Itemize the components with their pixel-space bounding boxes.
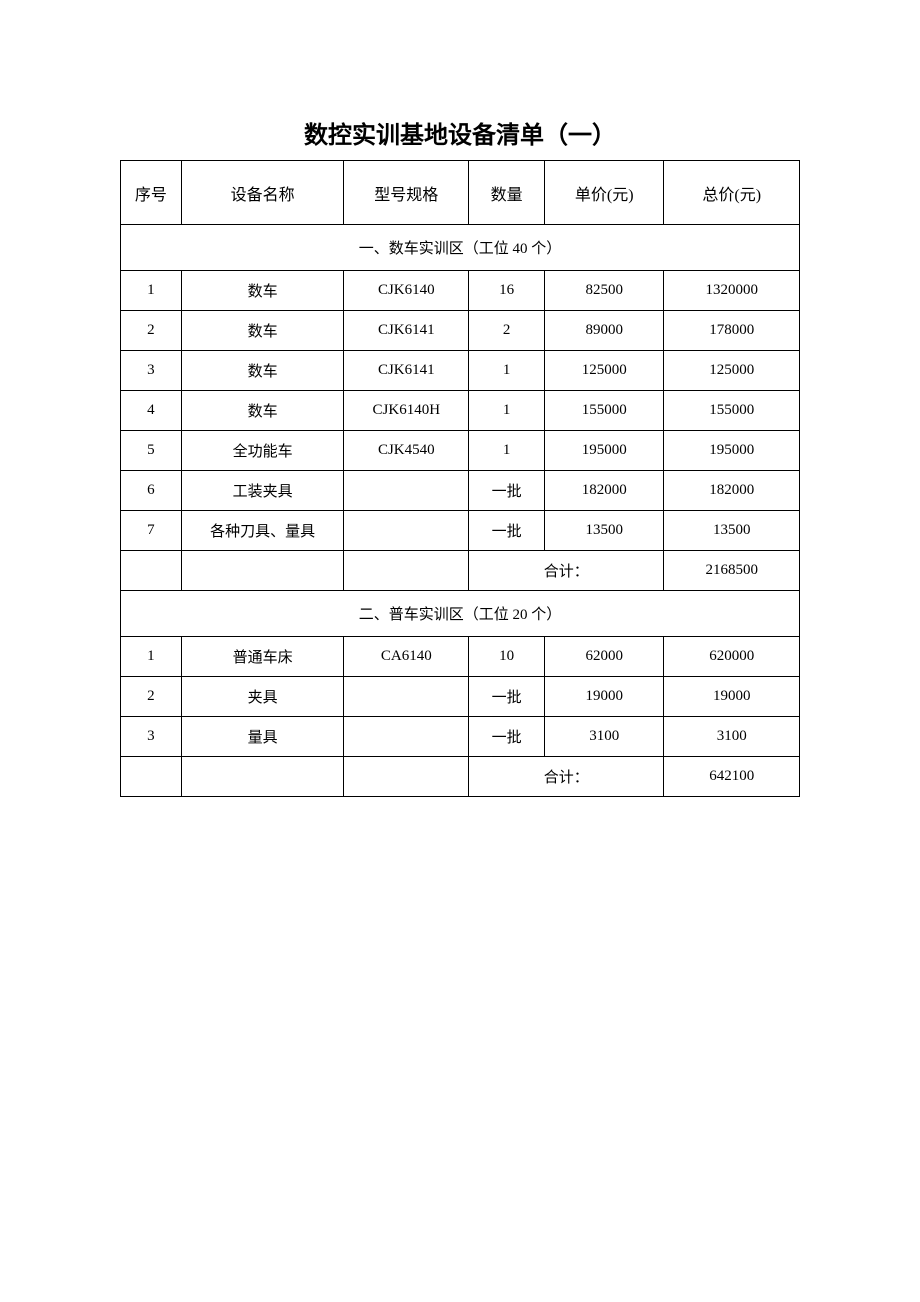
table-body: 一、数车实训区（工位 40 个） 1 数车 CJK6140 16 82500 1… xyxy=(121,225,800,797)
cell-model: CJK6141 xyxy=(344,311,469,351)
section-header-row: 一、数车实训区（工位 40 个） xyxy=(121,225,800,271)
cell-qty: 2 xyxy=(469,311,545,351)
cell-qty: 1 xyxy=(469,431,545,471)
cell-model: CJK6140 xyxy=(344,271,469,311)
subtotal-empty xyxy=(181,757,344,797)
subtotal-label: 合计： xyxy=(469,551,664,591)
col-header-name: 设备名称 xyxy=(181,161,344,225)
table-row: 2 夹具 一批 19000 19000 xyxy=(121,677,800,717)
cell-model: CA6140 xyxy=(344,637,469,677)
cell-price: 82500 xyxy=(545,271,664,311)
cell-price: 19000 xyxy=(545,677,664,717)
cell-name: 数车 xyxy=(181,391,344,431)
cell-total: 178000 xyxy=(664,311,800,351)
cell-qty: 1 xyxy=(469,351,545,391)
cell-model: CJK6140H xyxy=(344,391,469,431)
table-row: 6 工装夹具 一批 182000 182000 xyxy=(121,471,800,511)
cell-total: 3100 xyxy=(664,717,800,757)
cell-qty: 1 xyxy=(469,391,545,431)
section-header-1: 一、数车实训区（工位 40 个） xyxy=(121,225,800,271)
section-header-2: 二、普车实训区（工位 20 个） xyxy=(121,591,800,637)
cell-qty: 16 xyxy=(469,271,545,311)
cell-seq: 3 xyxy=(121,351,182,391)
cell-model xyxy=(344,511,469,551)
cell-total: 195000 xyxy=(664,431,800,471)
col-header-qty: 数量 xyxy=(469,161,545,225)
cell-model xyxy=(344,717,469,757)
cell-seq: 6 xyxy=(121,471,182,511)
col-header-seq: 序号 xyxy=(121,161,182,225)
cell-qty: 10 xyxy=(469,637,545,677)
cell-seq: 2 xyxy=(121,311,182,351)
table-row: 7 各种刀具、量具 一批 13500 13500 xyxy=(121,511,800,551)
cell-price: 3100 xyxy=(545,717,664,757)
cell-seq: 2 xyxy=(121,677,182,717)
table-row: 5 全功能车 CJK4540 1 195000 195000 xyxy=(121,431,800,471)
col-header-model: 型号规格 xyxy=(344,161,469,225)
cell-name: 量具 xyxy=(181,717,344,757)
subtotal-empty xyxy=(121,551,182,591)
subtotal-empty xyxy=(121,757,182,797)
cell-name: 全功能车 xyxy=(181,431,344,471)
table-row: 4 数车 CJK6140H 1 155000 155000 xyxy=(121,391,800,431)
page-title: 数控实训基地设备清单（一） xyxy=(120,115,800,150)
cell-seq: 7 xyxy=(121,511,182,551)
cell-name: 普通车床 xyxy=(181,637,344,677)
cell-price: 195000 xyxy=(545,431,664,471)
table-row: 3 数车 CJK6141 1 125000 125000 xyxy=(121,351,800,391)
cell-model xyxy=(344,677,469,717)
cell-total: 155000 xyxy=(664,391,800,431)
cell-total: 182000 xyxy=(664,471,800,511)
subtotal-empty xyxy=(181,551,344,591)
cell-name: 工装夹具 xyxy=(181,471,344,511)
cell-model xyxy=(344,471,469,511)
cell-seq: 3 xyxy=(121,717,182,757)
cell-price: 125000 xyxy=(545,351,664,391)
cell-name: 各种刀具、量具 xyxy=(181,511,344,551)
table-row: 3 量具 一批 3100 3100 xyxy=(121,717,800,757)
cell-name: 夹具 xyxy=(181,677,344,717)
table-row: 1 数车 CJK6140 16 82500 1320000 xyxy=(121,271,800,311)
table-row: 2 数车 CJK6141 2 89000 178000 xyxy=(121,311,800,351)
cell-price: 13500 xyxy=(545,511,664,551)
subtotal-row: 合计： 642100 xyxy=(121,757,800,797)
subtotal-row: 合计： 2168500 xyxy=(121,551,800,591)
cell-qty: 一批 xyxy=(469,677,545,717)
subtotal-value: 642100 xyxy=(664,757,800,797)
cell-seq: 5 xyxy=(121,431,182,471)
cell-model: CJK6141 xyxy=(344,351,469,391)
section-header-row: 二、普车实训区（工位 20 个） xyxy=(121,591,800,637)
cell-seq: 4 xyxy=(121,391,182,431)
cell-seq: 1 xyxy=(121,637,182,677)
cell-price: 89000 xyxy=(545,311,664,351)
subtotal-value: 2168500 xyxy=(664,551,800,591)
cell-price: 62000 xyxy=(545,637,664,677)
cell-name: 数车 xyxy=(181,271,344,311)
cell-total: 19000 xyxy=(664,677,800,717)
cell-total: 620000 xyxy=(664,637,800,677)
subtotal-empty xyxy=(344,757,469,797)
equipment-table: 序号 设备名称 型号规格 数量 单价(元) 总价(元) 一、数车实训区（工位 4… xyxy=(120,160,800,797)
cell-model: CJK4540 xyxy=(344,431,469,471)
cell-qty: 一批 xyxy=(469,511,545,551)
subtotal-empty xyxy=(344,551,469,591)
cell-total: 1320000 xyxy=(664,271,800,311)
cell-price: 182000 xyxy=(545,471,664,511)
table-row: 1 普通车床 CA6140 10 62000 620000 xyxy=(121,637,800,677)
col-header-total: 总价(元) xyxy=(664,161,800,225)
col-header-price: 单价(元) xyxy=(545,161,664,225)
cell-total: 13500 xyxy=(664,511,800,551)
cell-qty: 一批 xyxy=(469,471,545,511)
cell-total: 125000 xyxy=(664,351,800,391)
cell-qty: 一批 xyxy=(469,717,545,757)
table-header-row: 序号 设备名称 型号规格 数量 单价(元) 总价(元) xyxy=(121,161,800,225)
cell-seq: 1 xyxy=(121,271,182,311)
subtotal-label: 合计： xyxy=(469,757,664,797)
cell-name: 数车 xyxy=(181,311,344,351)
cell-price: 155000 xyxy=(545,391,664,431)
cell-name: 数车 xyxy=(181,351,344,391)
